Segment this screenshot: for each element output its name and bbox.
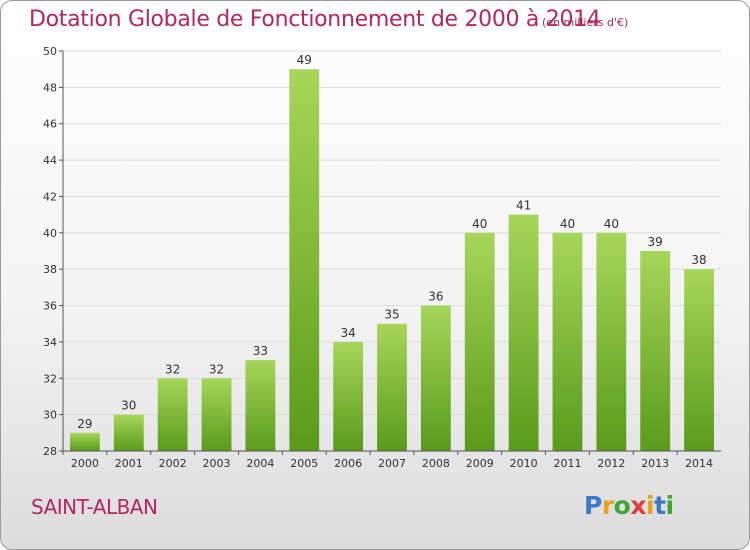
bar <box>508 214 539 451</box>
bar <box>420 305 451 451</box>
bars <box>70 69 714 451</box>
data-label: 34 <box>340 326 355 340</box>
x-tick-label: 2002 <box>159 457 187 470</box>
x-tick-label: 2001 <box>115 457 143 470</box>
bar <box>201 378 232 451</box>
bar <box>640 251 671 451</box>
bar <box>377 323 407 451</box>
x-tick-label: 2010 <box>510 457 538 470</box>
proxiti-logo: Proxiti <box>584 491 674 520</box>
bar <box>684 269 714 451</box>
x-tick-label: 2011 <box>553 457 581 470</box>
bar <box>464 232 495 451</box>
x-tick-label: 2007 <box>378 457 406 470</box>
data-label: 39 <box>648 235 663 249</box>
x-tick-label: 2003 <box>203 457 231 470</box>
data-label: 32 <box>209 362 224 376</box>
bar <box>333 341 364 451</box>
x-tick-label: 2008 <box>422 457 450 470</box>
x-tick-label: 2013 <box>641 457 669 470</box>
bar <box>113 414 144 451</box>
data-label: 33 <box>253 344 268 358</box>
y-tick-label: 48 <box>43 81 57 94</box>
bar <box>70 432 100 451</box>
y-tick-label: 36 <box>43 300 57 313</box>
y-tick-label: 28 <box>43 445 57 458</box>
chart-unit: (en milliers d'€) <box>542 16 629 29</box>
y-tick-label: 42 <box>43 190 57 203</box>
data-label: 38 <box>691 253 706 267</box>
x-tick-label: 2012 <box>597 457 625 470</box>
y-tick-label: 44 <box>43 154 57 167</box>
x-tick-label: 2009 <box>466 457 494 470</box>
axes: 28 30 32 34 36 38 40 42 44 46 48 50 2000 2001 2002 2003… <box>43 45 721 470</box>
x-tick-label: 2000 <box>71 457 99 470</box>
y-tick-label: 40 <box>43 227 57 240</box>
data-label: 40 <box>472 217 487 231</box>
logo-letter: P <box>584 491 602 520</box>
data-label: 29 <box>77 417 92 431</box>
x-tick-label: 2014 <box>685 457 713 470</box>
bar <box>596 232 627 451</box>
y-tick-label: 34 <box>43 336 57 349</box>
data-label: 36 <box>428 290 443 304</box>
bar <box>245 360 276 451</box>
y-tick-label: 32 <box>43 372 57 385</box>
data-label: 49 <box>297 53 312 67</box>
logo-letter: i <box>646 491 655 520</box>
y-tick-label: 50 <box>43 45 57 58</box>
bar <box>289 69 320 451</box>
data-label: 30 <box>121 399 136 413</box>
chart-title: Dotation Globale de Fonctionnement de 20… <box>29 7 601 32</box>
data-label: 35 <box>384 308 399 322</box>
data-label: 32 <box>165 362 180 376</box>
bar <box>552 232 583 451</box>
logo-letter: r <box>601 491 614 520</box>
data-label: 41 <box>516 199 531 213</box>
commune-name: SAINT-ALBAN <box>31 495 158 519</box>
y-tick-label: 46 <box>43 118 57 131</box>
logo-letter: x <box>630 491 646 520</box>
data-label: 40 <box>604 217 619 231</box>
data-label: 40 <box>560 217 575 231</box>
x-tick-label: 2005 <box>290 457 318 470</box>
x-tick-label: 2004 <box>246 457 274 470</box>
x-tick-label: 2006 <box>334 457 362 470</box>
y-tick-label: 30 <box>43 409 57 422</box>
logo-letter: i <box>665 491 675 520</box>
bar <box>157 378 188 451</box>
logo-letter: t <box>654 491 666 520</box>
data-labels: 29 30 32 32 33 49 34 35 36 40 41 40 40 39 38 <box>77 53 706 431</box>
y-tick-label: 38 <box>43 263 57 276</box>
logo-letter: o <box>613 491 631 520</box>
